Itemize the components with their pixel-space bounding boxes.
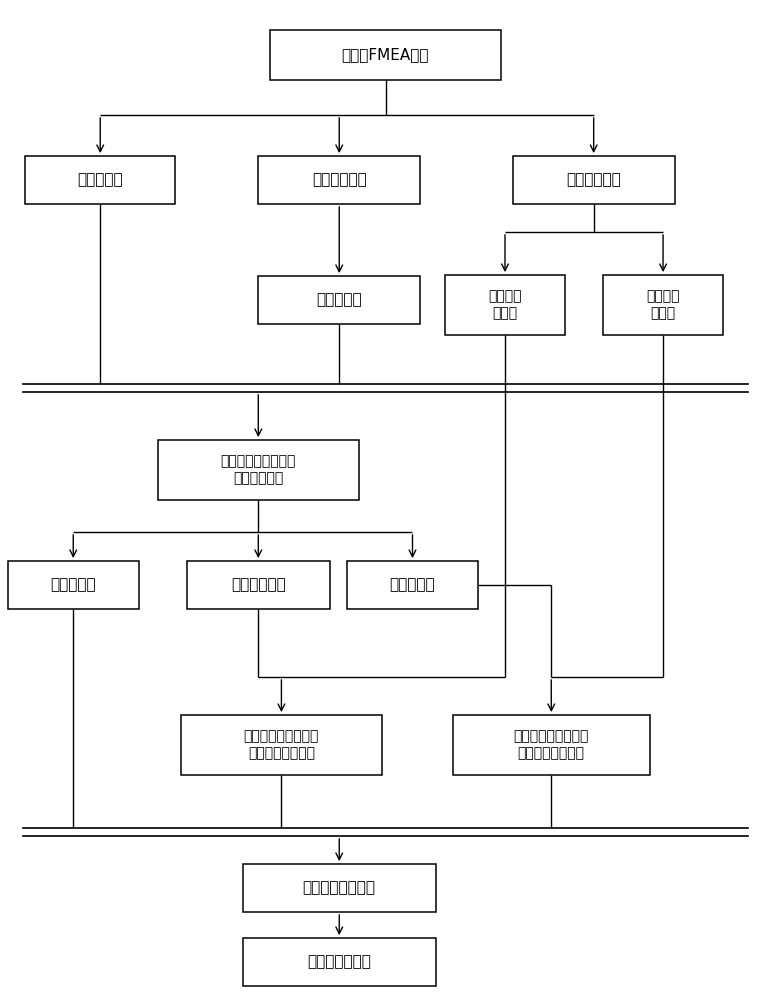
Bar — [158, 440, 359, 500]
Text: 故障模式与检测增补
测试的相关性矩阵: 故障模式与检测增补 测试的相关性矩阵 — [244, 729, 319, 761]
Bar — [181, 715, 382, 775]
Bar — [513, 156, 675, 204]
Text: 电路板故障诊断: 电路板故障诊断 — [308, 954, 371, 970]
Text: 最终的相关性矩阵: 最终的相关性矩阵 — [303, 880, 375, 896]
Bar — [453, 715, 649, 775]
Text: 电路板FMEA数据: 电路板FMEA数据 — [342, 47, 429, 62]
Bar — [270, 30, 501, 80]
Text: 上层影响集合: 上层影响集合 — [311, 172, 367, 188]
Bar — [243, 938, 436, 986]
Text: 可检测故障: 可检测故障 — [50, 578, 96, 592]
Bar — [258, 156, 420, 204]
Text: 故障模式与初始测试
的相关性矩阵: 故障模式与初始测试 的相关性矩阵 — [221, 454, 296, 486]
Bar — [603, 275, 723, 335]
Text: 故障模式与隔离增补
测试的相关性矩阵: 故障模式与隔离增补 测试的相关性矩阵 — [513, 729, 589, 761]
Text: 初始测试集: 初始测试集 — [316, 292, 362, 308]
Bar — [25, 156, 176, 204]
Bar — [446, 275, 564, 335]
Bar — [258, 276, 420, 324]
Text: 检测增补
测试集: 检测增补 测试集 — [488, 289, 522, 321]
Text: 局部影响集合: 局部影响集合 — [566, 172, 621, 188]
Text: 模糊组故障: 模糊组故障 — [389, 578, 436, 592]
Bar — [347, 561, 478, 609]
Bar — [187, 561, 330, 609]
Bar — [243, 864, 436, 912]
Bar — [8, 561, 139, 609]
Text: 故障模式集: 故障模式集 — [77, 172, 123, 188]
Text: 隔离增补
测试集: 隔离增补 测试集 — [646, 289, 680, 321]
Text: 不可检测故障: 不可检测故障 — [231, 578, 286, 592]
